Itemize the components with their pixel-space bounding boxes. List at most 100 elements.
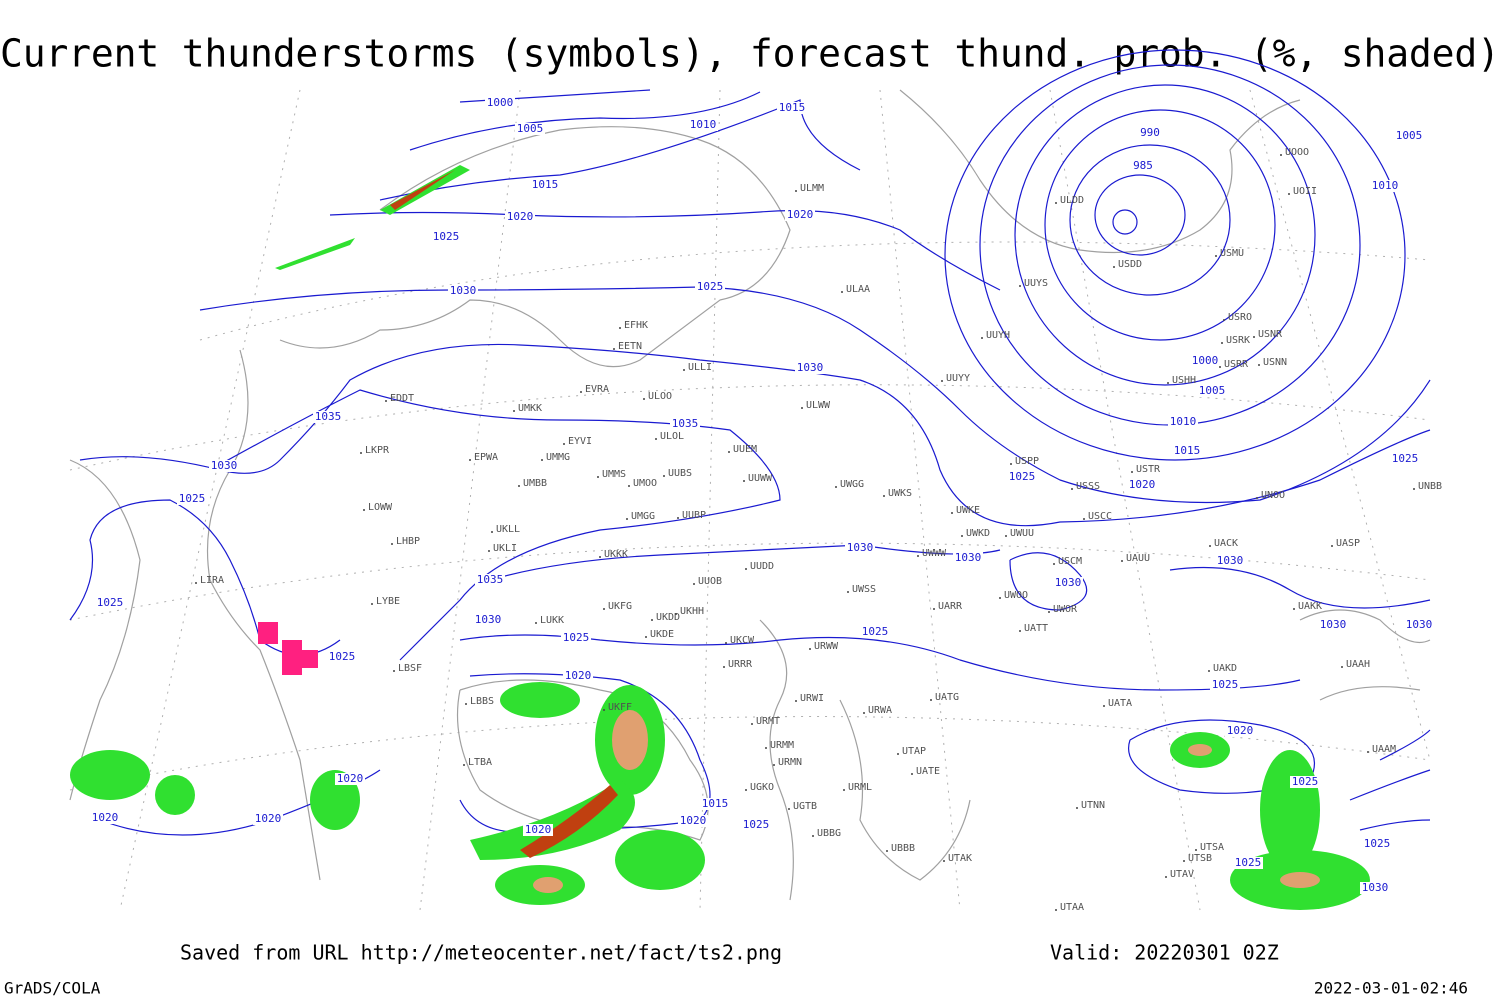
station-label: UUYY <box>946 373 970 384</box>
station-dot <box>886 850 888 852</box>
station-dot <box>371 603 373 605</box>
station-dot <box>363 509 365 511</box>
isobar-label: 1020 <box>255 812 282 825</box>
isobar-label: 1025 <box>329 650 356 663</box>
station-dot <box>725 642 727 644</box>
isobar-label-bg <box>785 209 815 221</box>
isobar-label-bg <box>1225 725 1255 737</box>
station-label: EETN <box>618 341 642 352</box>
station-dot <box>513 410 515 412</box>
station-label: ULDD <box>1060 195 1084 206</box>
station-dot <box>897 753 899 755</box>
station-label: USMU <box>1220 248 1244 259</box>
station-label: UATA <box>1108 698 1132 709</box>
station-label: ULWW <box>806 400 831 411</box>
station-label: URWA <box>868 705 892 716</box>
station-dot <box>1280 154 1282 156</box>
isobar-label: 1010 <box>1170 415 1197 428</box>
isobar-label: 1025 <box>1392 452 1419 465</box>
station-dot <box>1165 876 1167 878</box>
station-dot <box>1113 266 1115 268</box>
station-dot <box>391 543 393 545</box>
station-label: UAUU <box>1126 553 1150 564</box>
credit: GrADS/COLA <box>4 979 101 998</box>
station-label: UTAP <box>902 746 926 757</box>
station-dot <box>981 337 983 339</box>
station-dot <box>195 582 197 584</box>
station-dot <box>1253 336 1255 338</box>
station-dot <box>883 495 885 497</box>
station-label: USSS <box>1076 481 1100 492</box>
isobar-label-bg <box>695 281 725 293</box>
isobar-label-bg <box>1197 385 1227 397</box>
station-label: UATG <box>935 692 959 703</box>
station-label: USCC <box>1088 511 1112 522</box>
station-dot <box>999 597 1001 599</box>
station-dot <box>1367 751 1369 753</box>
station-dot <box>933 608 935 610</box>
isobar-label: 1015 <box>702 797 729 810</box>
isobar-label-bg <box>1215 555 1245 567</box>
station-dot <box>765 747 767 749</box>
isobar-label-bg <box>1290 776 1320 788</box>
isobar-label-bg <box>1233 857 1263 869</box>
station-dot <box>563 443 565 445</box>
station-dot <box>619 327 621 329</box>
station-dot <box>1131 471 1133 473</box>
station-label: UMMG <box>546 452 570 463</box>
station-dot <box>1019 630 1021 632</box>
station-dot <box>645 636 647 638</box>
station-label: UATE <box>916 766 940 777</box>
station-label: USNR <box>1258 329 1283 340</box>
station-dot <box>917 555 919 557</box>
isobar-label-bg <box>335 773 365 785</box>
isobar-label-bg <box>700 798 730 810</box>
station-dot <box>385 400 387 402</box>
station-label: USDD <box>1118 259 1142 270</box>
isobar-label-bg <box>448 285 478 297</box>
isobar-label-bg <box>845 542 875 554</box>
isobar-label: 1000 <box>1192 354 1219 367</box>
isobar-label-bg <box>1168 416 1198 428</box>
valid-time: Valid: 20220301 02Z <box>1050 941 1279 965</box>
station-label: UKLI <box>493 543 517 554</box>
station-label: UWUU <box>1010 528 1034 539</box>
station-label: UTNN <box>1081 800 1105 811</box>
source-url: Saved from URL http://meteocenter.net/fa… <box>180 941 782 965</box>
station-dot <box>469 459 471 461</box>
station-dot <box>795 700 797 702</box>
station-dot <box>1071 488 1073 490</box>
station-label: UTAK <box>948 853 972 864</box>
station-dot <box>930 699 932 701</box>
isobar-label-bg <box>1053 577 1083 589</box>
station-dot <box>1183 860 1185 862</box>
station-dot <box>603 709 605 711</box>
station-label: UKDE <box>650 629 674 640</box>
isobar-label: 1020 <box>507 210 534 223</box>
station-label: UWOR <box>1053 604 1078 615</box>
station-dot <box>1331 545 1333 547</box>
station-label: UAAH <box>1346 659 1370 670</box>
station-label: URMM <box>770 740 794 751</box>
station-label: UUDD <box>750 561 774 572</box>
station-label: UBBG <box>817 828 841 839</box>
isobar-label: 1025 <box>433 230 460 243</box>
station-dot <box>663 475 665 477</box>
station-dot <box>1209 545 1211 547</box>
station-label: USPP <box>1015 456 1039 467</box>
isobar-label: 1005 <box>1199 384 1226 397</box>
station-dot <box>751 723 753 725</box>
isobar-label: 1035 <box>477 573 504 586</box>
station-dot <box>728 451 730 453</box>
isobar-label-bg <box>1394 130 1424 142</box>
isobar-label: 1020 <box>337 772 364 785</box>
isobar-label: 1025 <box>179 492 206 505</box>
station-label: LOWW <box>368 502 393 513</box>
isobar-label: 1005 <box>1396 129 1423 142</box>
station-dot <box>651 619 653 621</box>
isobar-label: 1020 <box>787 208 814 221</box>
isobar-label: 1025 <box>1235 856 1262 869</box>
station-label: UMOO <box>633 478 657 489</box>
station-dot <box>488 550 490 552</box>
